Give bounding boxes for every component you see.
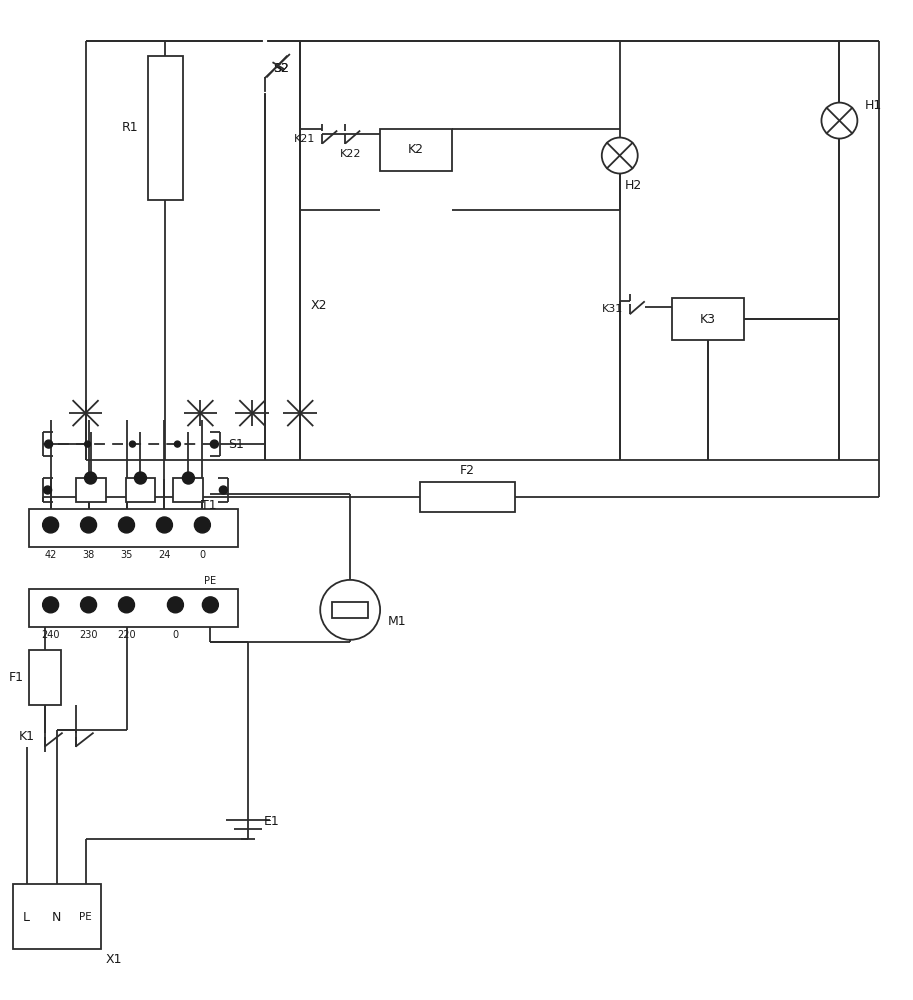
- Text: H2: H2: [624, 179, 642, 192]
- Text: 42: 42: [45, 550, 57, 560]
- Bar: [380, 129, 452, 171]
- Circle shape: [80, 597, 97, 613]
- Text: T1: T1: [201, 499, 216, 512]
- Text: K21: K21: [294, 134, 316, 144]
- Text: 0: 0: [173, 630, 178, 640]
- Text: 35: 35: [121, 550, 132, 560]
- Bar: [28, 650, 60, 705]
- Text: K2: K2: [408, 143, 424, 156]
- Text: F2: F2: [459, 464, 475, 477]
- Text: X2: X2: [310, 299, 327, 312]
- Text: PE: PE: [205, 576, 216, 586]
- Text: 240: 240: [41, 630, 60, 640]
- Bar: [672, 298, 743, 340]
- Circle shape: [80, 517, 97, 533]
- Circle shape: [210, 440, 218, 448]
- Text: K3: K3: [699, 313, 716, 326]
- Text: 220: 220: [117, 630, 136, 640]
- Circle shape: [183, 472, 194, 484]
- Bar: [173, 478, 204, 502]
- Circle shape: [43, 597, 58, 613]
- Text: 24: 24: [158, 550, 171, 560]
- Bar: [332, 602, 368, 618]
- Bar: [28, 589, 238, 627]
- Circle shape: [822, 103, 857, 139]
- Circle shape: [85, 441, 90, 447]
- Circle shape: [44, 486, 52, 494]
- Circle shape: [167, 597, 184, 613]
- Circle shape: [203, 597, 218, 613]
- Circle shape: [85, 472, 97, 484]
- Circle shape: [219, 486, 227, 494]
- Circle shape: [602, 138, 637, 173]
- Bar: [420, 482, 515, 512]
- Text: K31: K31: [602, 304, 623, 314]
- Text: 38: 38: [82, 550, 95, 560]
- Text: L: L: [23, 911, 30, 924]
- Circle shape: [194, 517, 210, 533]
- Circle shape: [174, 441, 181, 447]
- Circle shape: [43, 517, 58, 533]
- Text: 0: 0: [199, 550, 205, 560]
- Text: E1: E1: [263, 815, 279, 828]
- Circle shape: [119, 597, 134, 613]
- Circle shape: [320, 580, 380, 640]
- Text: R1: R1: [121, 121, 139, 134]
- Bar: [76, 478, 106, 502]
- Circle shape: [156, 517, 173, 533]
- Text: S1: S1: [228, 438, 244, 451]
- Text: 230: 230: [79, 630, 98, 640]
- Text: H1: H1: [865, 99, 882, 112]
- Text: N: N: [52, 911, 61, 924]
- Bar: [149, 56, 184, 200]
- Bar: [125, 478, 155, 502]
- Text: X1: X1: [106, 953, 122, 966]
- Circle shape: [134, 472, 146, 484]
- Text: F1: F1: [8, 671, 24, 684]
- Circle shape: [119, 517, 134, 533]
- Circle shape: [130, 441, 135, 447]
- Text: S2: S2: [273, 62, 289, 75]
- Circle shape: [45, 440, 53, 448]
- Text: K1: K1: [18, 730, 35, 743]
- Text: M1: M1: [388, 615, 406, 628]
- Text: K22: K22: [341, 149, 362, 159]
- Bar: [28, 509, 238, 547]
- Text: PE: PE: [79, 912, 92, 922]
- Text: S2: S2: [273, 62, 289, 75]
- Bar: [13, 884, 100, 949]
